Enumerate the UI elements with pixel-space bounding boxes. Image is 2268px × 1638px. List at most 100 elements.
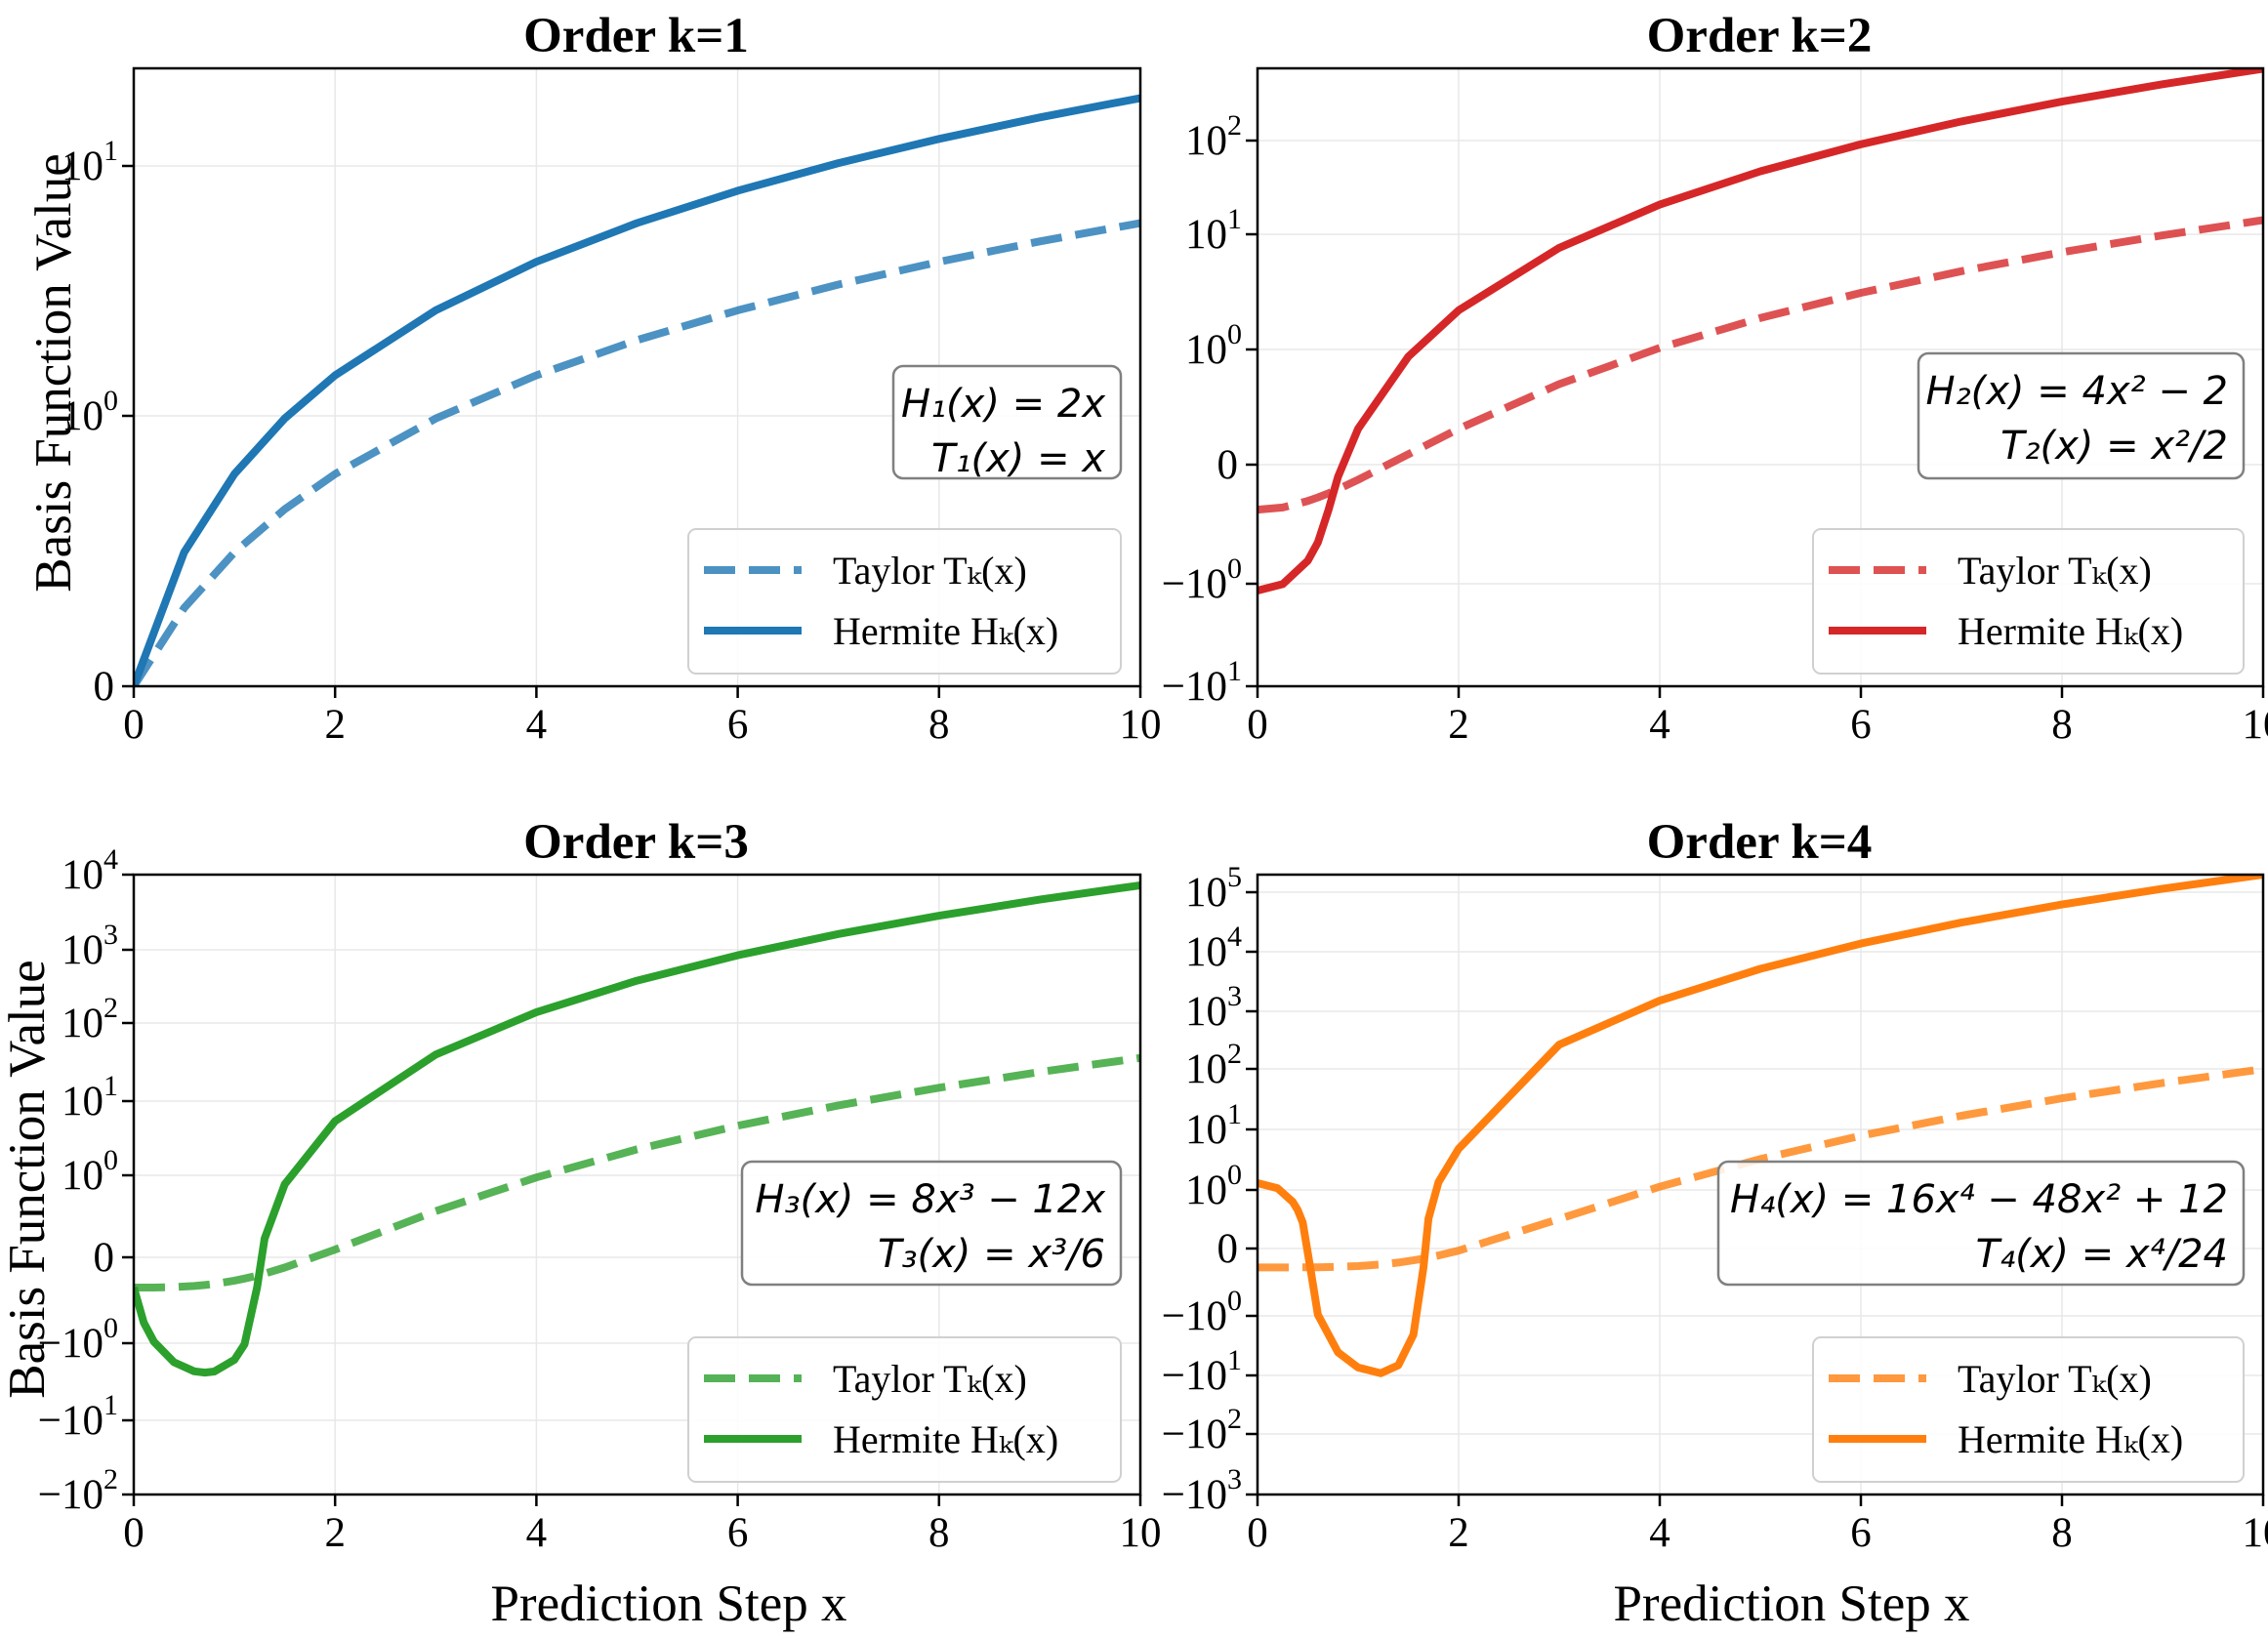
y-tick-label: −100 [1162,1285,1242,1339]
x-tick-label: 10 [1120,702,1162,748]
subplot-title: Order k=1 [523,9,749,63]
plot-frame [132,873,1142,1496]
y-tick-label: 100 [1185,318,1242,373]
y-tick-label: 0 [1217,442,1239,488]
legend-box [1812,1336,2245,1483]
plot-frame [1256,66,2265,688]
subplot-order-4: 0 2 4 6 8 10 −103 −102−101−100 0 100 101 1021031041… [1162,815,2268,1556]
taylor-equation: T₃(x) = x³/6 [878,1232,1105,1277]
taylor-equation: T₄(x) = x⁴/24 [1976,1232,2228,1277]
y-tick-label: 0 [94,1235,115,1281]
x-tick-label: 6 [727,702,749,748]
plot-frame [1256,873,2265,1496]
y-axis-label-bottom: Basis Function Value [0,960,56,1399]
x-tick-label: 6 [727,1510,749,1556]
taylor-series-line [1258,1065,2263,1272]
hermite-equation: H₁(x) = 2x [901,382,1105,427]
y-tick-label: 102 [1185,109,1242,164]
y-tick-label: −100 [1162,553,1242,607]
subplot-order-2: 0 2 4 6 8 10 −101 −100 0 100 101 102 Order k=2 H₂(x) … [1162,9,2268,748]
x-tick-label: 0 [1247,1510,1268,1556]
equation-box [1716,1160,2246,1287]
y-tick-label: −100 [38,1312,118,1367]
y-tick-label: 0 [1217,1226,1239,1272]
equation-box [891,364,1123,480]
y-tick-label: 103 [62,919,118,973]
x-tick-label: 2 [1448,702,1469,748]
legend-taylor-label: Taylor Tₖ(x) [833,1357,1027,1401]
y-tick-label: 104 [1185,921,1242,975]
taylor-series-line [1258,216,2263,514]
x-tick-label: 2 [1448,1510,1469,1556]
legend-box [1812,528,2245,675]
legend-hermite-label: Hermite Hₖ(x) [833,1417,1058,1461]
legend-taylor-label: Taylor Tₖ(x) [1958,1357,2152,1401]
x-tick-label: 10 [2243,702,2268,748]
y-tick-label: −102 [38,1463,118,1518]
hermite-series-line [1258,875,2263,1377]
legend-box [687,528,1122,675]
x-tick-label: 4 [526,702,548,748]
taylor-equation: T₁(x) = x [931,436,1105,481]
y-tick-label: 100 [1185,1159,1242,1213]
subplot-title: Order k=4 [1647,815,1873,870]
x-tick-label: 0 [123,702,144,748]
y-tick-label: −101 [38,1389,118,1444]
x-tick-label: 10 [2243,1510,2268,1556]
subplot-title: Order k=2 [1647,9,1873,63]
x-axis-label-right: Prediction Step x [1613,1576,1969,1632]
y-tick-label: 102 [1185,1038,1242,1092]
x-tick-label: 8 [2051,702,2073,748]
plot-frame [132,66,1142,688]
y-tick-label: 104 [62,843,118,898]
x-tick-label: 0 [123,1510,144,1556]
y-tick-label: 101 [62,1070,118,1125]
x-tick-label: 0 [1247,702,1268,748]
legend-taylor-label: Taylor Tₖ(x) [1958,549,2152,593]
y-tick-label: 101 [62,135,118,189]
y-axis-label-top: Basis Function Value [25,153,82,593]
legend-box [687,1336,1122,1483]
hermite-series-line [1258,68,2263,594]
x-tick-label: 10 [1120,1510,1162,1556]
x-tick-label: 4 [1649,1510,1670,1556]
hermite-equation: H₄(x) = 16x⁴ − 48x² + 12 [1730,1177,2228,1222]
y-tick-label: 100 [62,1144,118,1199]
x-tick-label: 4 [1649,702,1670,748]
y-tick-label: −102 [1162,1403,1242,1457]
y-tick-label: −101 [1162,1344,1242,1399]
taylor-equation: T₂(x) = x²/2 [2000,424,2228,469]
x-tick-label: 6 [1850,702,1872,748]
x-tick-label: 8 [2051,1510,2073,1556]
taylor-series-line [134,1053,1140,1291]
legend-taylor-label: Taylor Tₖ(x) [833,549,1027,593]
x-axis-label-left: Prediction Step x [490,1576,846,1632]
y-tick-label: −103 [1162,1463,1242,1518]
hermite-series-line [134,94,1140,686]
legend-hermite-label: Hermite Hₖ(x) [833,609,1058,653]
y-tick-label: 103 [1185,980,1242,1035]
legend-hermite-label: Hermite Hₖ(x) [1958,609,2183,653]
legend-hermite-label: Hermite Hₖ(x) [1958,1417,2183,1461]
y-tick-label: 101 [1185,203,1242,258]
y-tick-label: −101 [1162,655,1242,710]
x-tick-label: 6 [1850,1510,1872,1556]
equation-box [740,1160,1123,1287]
equation-box [1917,351,2246,480]
y-tick-label: 105 [1185,861,1242,916]
hermite-series-line [134,880,1140,1377]
x-tick-label: 8 [928,702,950,748]
y-tick-label: 100 [62,385,118,439]
x-tick-label: 2 [324,1510,346,1556]
hermite-equation: H₃(x) = 8x³ − 12x [755,1177,1105,1222]
subplot-order-3: 0 2 4 6 8 10 −102 −101 −100 0 100 101 102 103 104 Order… [38,815,1162,1556]
taylor-series-line [134,219,1140,686]
y-tick-label: 101 [1185,1098,1242,1153]
subplot-title: Order k=3 [523,815,749,870]
x-tick-label: 8 [928,1510,950,1556]
x-tick-label: 4 [526,1510,548,1556]
hermite-equation: H₂(x) = 4x² − 2 [1926,369,2229,414]
y-tick-label: 0 [94,664,115,710]
